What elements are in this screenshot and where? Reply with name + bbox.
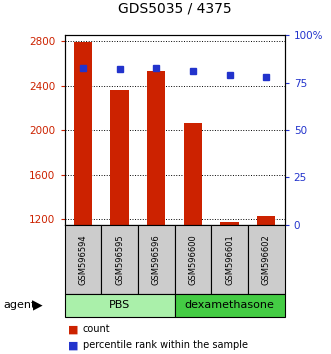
- Bar: [175, 225, 211, 294]
- Text: ■: ■: [68, 324, 78, 334]
- Text: GSM596602: GSM596602: [262, 234, 271, 285]
- Bar: [257, 216, 275, 225]
- Text: ■: ■: [68, 340, 78, 350]
- Bar: [175, 294, 285, 317]
- Bar: [101, 225, 138, 294]
- Bar: [111, 90, 129, 225]
- Text: ▶: ▶: [33, 299, 43, 312]
- Text: GSM596596: GSM596596: [152, 234, 161, 285]
- Bar: [65, 225, 101, 294]
- Text: PBS: PBS: [109, 300, 130, 310]
- Bar: [211, 225, 248, 294]
- Bar: [184, 124, 202, 225]
- Bar: [138, 225, 175, 294]
- Text: GDS5035 / 4375: GDS5035 / 4375: [118, 2, 231, 16]
- Text: dexamethasone: dexamethasone: [185, 300, 275, 310]
- Text: GSM596595: GSM596595: [115, 234, 124, 285]
- Bar: [147, 71, 166, 225]
- Bar: [220, 222, 239, 225]
- Text: GSM596600: GSM596600: [188, 234, 198, 285]
- Text: count: count: [83, 324, 110, 334]
- Bar: [65, 294, 175, 317]
- Text: GSM596601: GSM596601: [225, 234, 234, 285]
- Text: GSM596594: GSM596594: [78, 234, 87, 285]
- Bar: [74, 42, 92, 225]
- Text: percentile rank within the sample: percentile rank within the sample: [83, 340, 248, 350]
- Bar: [248, 225, 285, 294]
- Text: agent: agent: [3, 300, 36, 310]
